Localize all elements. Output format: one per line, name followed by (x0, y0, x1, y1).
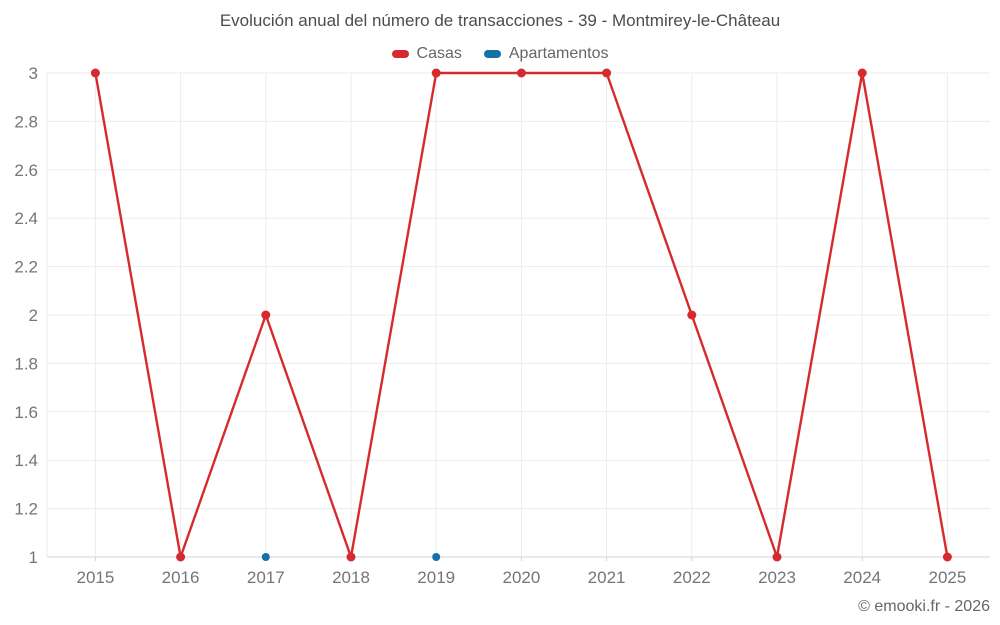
data-point (176, 552, 186, 562)
svg-text:1.2: 1.2 (14, 500, 38, 519)
apartamentos-legend-label: Apartamentos (508, 45, 609, 62)
data-point (772, 552, 782, 562)
svg-text:2025: 2025 (928, 568, 966, 587)
apartamentos-legend-swatch-icon (483, 50, 501, 58)
svg-text:2.8: 2.8 (14, 112, 38, 131)
casas-legend-swatch-icon (391, 50, 409, 58)
casas-legend-label: Casas (416, 45, 462, 62)
legend-item-apartamentos[interactable]: Apartamentos (483, 45, 609, 63)
data-point (687, 310, 697, 320)
data-point (602, 68, 612, 78)
svg-text:1.4: 1.4 (14, 451, 38, 470)
chart-legend: Casas Apartamentos (0, 45, 1000, 63)
copyright-text: © emooki.fr - 2026 (858, 598, 990, 615)
svg-text:2.4: 2.4 (14, 209, 38, 228)
svg-text:1.8: 1.8 (14, 354, 38, 373)
svg-text:2: 2 (29, 306, 38, 325)
data-point (432, 553, 441, 561)
chart-title: Evolución anual del número de transaccio… (219, 11, 781, 30)
svg-text:1.6: 1.6 (14, 403, 38, 422)
data-point (90, 68, 100, 78)
svg-text:2023: 2023 (758, 568, 796, 587)
data-point (431, 68, 441, 78)
svg-text:2024: 2024 (843, 568, 881, 587)
svg-text:2020: 2020 (502, 568, 540, 587)
data-point (942, 552, 952, 562)
svg-text:2018: 2018 (332, 568, 370, 587)
svg-text:2019: 2019 (417, 568, 455, 587)
series-points (90, 68, 952, 562)
svg-text:2016: 2016 (162, 568, 200, 587)
data-point (261, 553, 270, 561)
gridlines (46, 72, 990, 561)
svg-text:2022: 2022 (673, 568, 711, 587)
legend-item-casas[interactable]: Casas (391, 45, 462, 63)
data-point (261, 310, 271, 320)
svg-text:2021: 2021 (588, 568, 626, 587)
svg-text:2.6: 2.6 (14, 161, 38, 180)
data-point (857, 68, 867, 78)
data-point (346, 552, 356, 562)
svg-text:2.2: 2.2 (14, 258, 38, 277)
svg-text:2017: 2017 (247, 568, 285, 587)
svg-text:1: 1 (29, 548, 38, 567)
data-point (516, 68, 526, 78)
axis-tick-labels: 1 1.2 1.4 1.6 1.8 2 2.2 2.4 2.6 2.8 3 2015 2016 2017 2… (14, 64, 966, 587)
svg-text:3: 3 (29, 64, 38, 83)
svg-text:2015: 2015 (76, 568, 114, 587)
